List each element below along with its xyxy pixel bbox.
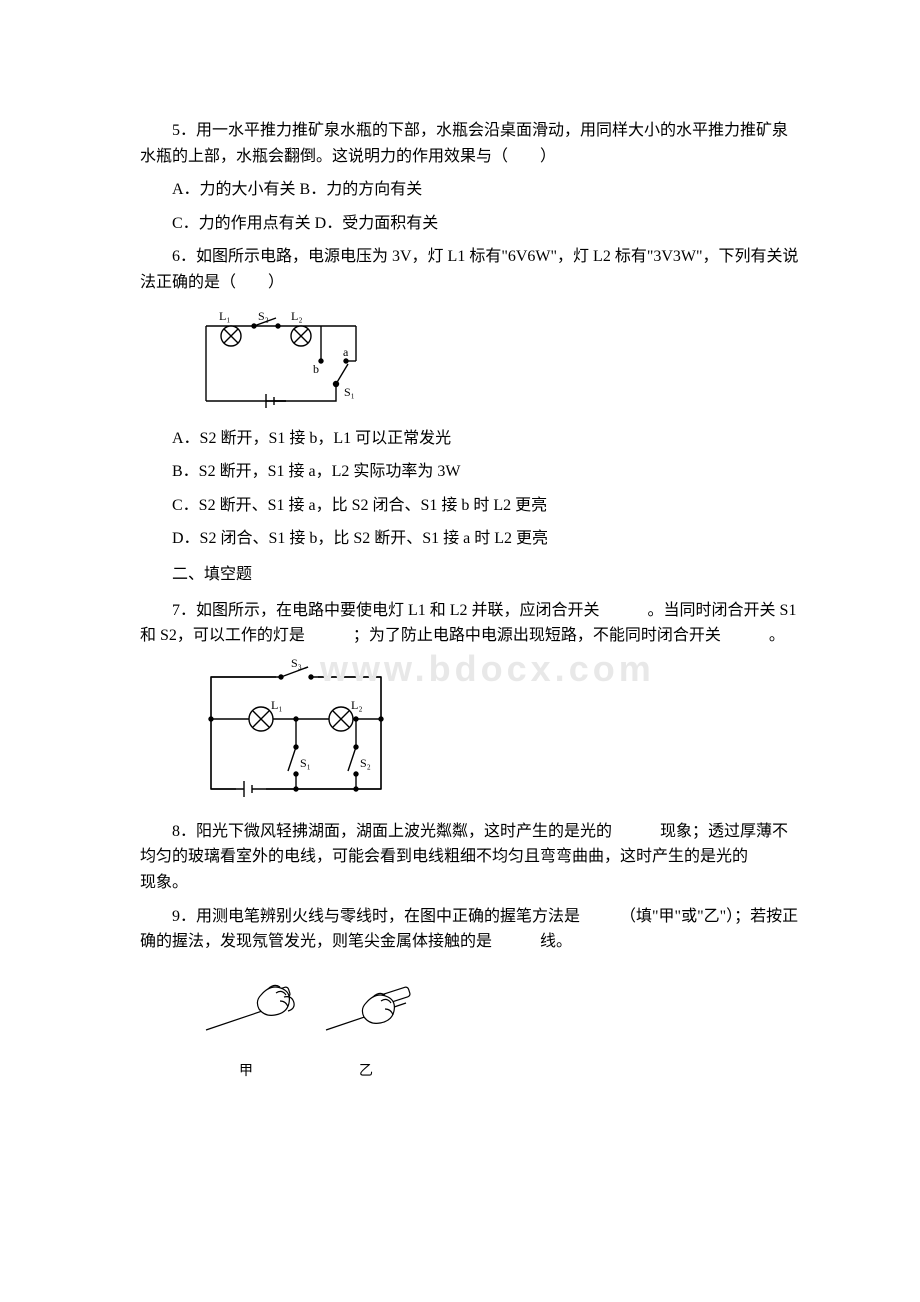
q5-stem: 5．用一水平推力推矿泉水瓶的下部，水瓶会沿桌面滑动，用同样大小的水平推力推矿泉水…: [140, 118, 800, 169]
q6-label-l1: L₁: [219, 309, 231, 323]
q9-figure: 甲 乙: [196, 965, 800, 1095]
q9-label-yi: 乙: [359, 1063, 373, 1079]
q6-label-s1: S₁: [344, 385, 355, 399]
q6-option-c: C．S2 断开、S1 接 a，比 S2 闭合、S1 接 b 时 L2 更亮: [140, 493, 800, 519]
page-content: 5．用一水平推力推矿泉水瓶的下部，水瓶会沿桌面滑动，用同样大小的水平推力推矿泉水…: [0, 0, 920, 1165]
q7-stem: 7．如图所示，在电路中要使电灯 L1 和 L2 并联，应闭合开关 。当同时闭合开…: [140, 598, 800, 649]
section-2-title: 二、填空题: [140, 562, 800, 588]
q7-label-l1: L₁: [271, 698, 283, 712]
q6-stem: 6．如图所示电路，电源电压为 3V，灯 L1 标有"6V6W"，灯 L2 标有"…: [140, 244, 800, 295]
q7-label-s3: S₃: [291, 659, 302, 670]
q7-circuit-svg: S₃ L₁ L₂ S₁ S₂: [196, 659, 396, 809]
q8-stem: 8．阳光下微风轻拂湖面，湖面上波光粼粼，这时产生的是光的 现象；透过厚薄不均匀的…: [140, 819, 800, 896]
q6-option-d: D．S2 闭合、S1 接 b，比 S2 断开、S1 接 a 时 L2 更亮: [140, 526, 800, 552]
q6-option-b: B．S2 断开，S1 接 a，L2 实际功率为 3W: [140, 459, 800, 485]
q9-stem: 9．用测电笔辨别火线与零线时，在图中正确的握笔方法是 （填"甲"或"乙"）；若按…: [140, 904, 800, 955]
q7-label-s2: S₂: [360, 756, 371, 770]
q6-circuit-svg: L₁ S₂ L₂ b a S₁: [196, 306, 366, 416]
q6-label-a: a: [343, 345, 349, 359]
q6-label-l2: L₂: [291, 309, 303, 323]
q9-label-jia: 甲: [239, 1064, 253, 1079]
q6-label-b: b: [313, 362, 319, 376]
q6-label-s2: S₂: [258, 309, 269, 323]
q7-label-s1: S₁: [300, 756, 311, 770]
q5-options-cd: C．力的作用点有关 D．受力面积有关: [140, 211, 800, 237]
q7-label-l2: L₂: [351, 698, 363, 712]
q6-circuit-figure: L₁ S₂ L₂ b a S₁: [196, 306, 800, 416]
q9-svg: 甲 乙: [196, 965, 436, 1095]
q6-option-a: A．S2 断开，S1 接 b，L1 可以正常发光: [140, 426, 800, 452]
q5-options-ab: A．力的大小有关 B．力的方向有关: [140, 177, 800, 203]
q7-circuit-figure: S₃ L₁ L₂ S₁ S₂: [196, 659, 800, 809]
